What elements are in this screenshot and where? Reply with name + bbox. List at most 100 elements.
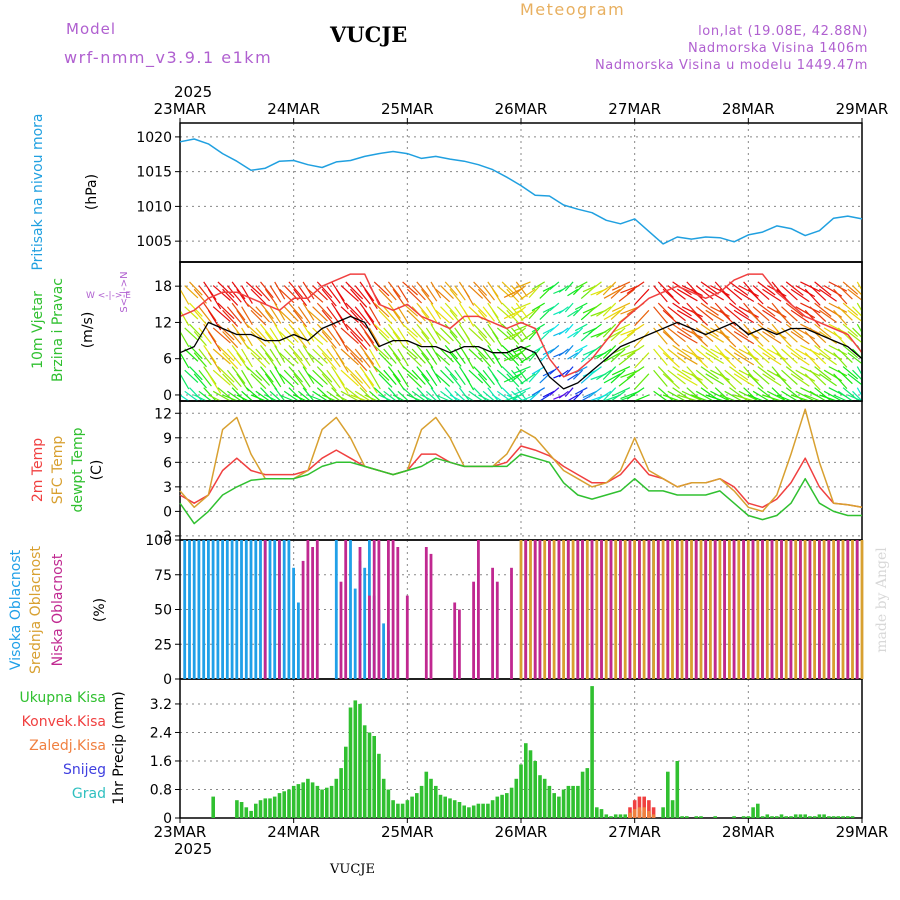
wind-barb <box>549 302 560 312</box>
cloud-bar-low <box>301 560 305 679</box>
wind-barb <box>611 366 631 376</box>
wind-barb <box>463 352 475 370</box>
wind-barb <box>274 366 286 385</box>
wind-barb <box>588 344 602 356</box>
wind-barb <box>691 352 709 369</box>
wind-barb <box>852 327 863 338</box>
wind-barb <box>542 327 555 335</box>
wind-barb <box>184 306 199 320</box>
cloud-bar-mid <box>822 540 826 679</box>
wind-barb <box>781 285 798 301</box>
wind-barb <box>279 373 295 388</box>
wind-barb <box>602 281 617 296</box>
precip-bar-total <box>254 803 258 818</box>
precip-bar-total <box>268 798 272 818</box>
wind-barb <box>364 309 378 331</box>
wind-barb <box>193 352 207 368</box>
wind-barb <box>611 323 631 334</box>
wind-barb <box>695 306 714 321</box>
wind-barb <box>336 394 349 402</box>
precip-bar-total <box>391 800 395 818</box>
wind-barb <box>572 348 584 359</box>
wind-barb <box>184 348 199 362</box>
wind-barb <box>435 373 451 387</box>
wind-barb <box>719 352 737 369</box>
wind-barb <box>340 285 359 302</box>
wind-barb <box>653 348 668 366</box>
wind-barb <box>368 306 381 326</box>
x-label-bottom: 28MAR <box>722 823 775 841</box>
precip-bar-total <box>400 803 405 818</box>
wind-barb <box>421 352 434 369</box>
wind-barb <box>231 366 246 384</box>
wind-barb <box>416 302 430 319</box>
temp-line <box>179 408 863 513</box>
wind-barb <box>558 327 569 336</box>
wind-barb <box>477 331 492 347</box>
wind-barb <box>383 285 397 301</box>
cloud-bar-low <box>538 540 542 679</box>
wind-barb <box>714 323 731 341</box>
wind-barb <box>241 306 253 326</box>
wind-barb <box>856 366 863 376</box>
cloud-bar-low <box>405 595 409 679</box>
wind-barb <box>819 309 837 323</box>
cloud-bar-low <box>491 567 494 679</box>
wind-barb <box>657 387 674 402</box>
precip-bar-total <box>666 771 670 818</box>
wind-barb <box>449 352 462 367</box>
wind-barb <box>564 345 574 355</box>
precip-bar-frz <box>647 810 651 818</box>
y-tick-label: 12 <box>154 315 172 331</box>
cloud-bar-mid <box>860 540 864 679</box>
precip-bar-total <box>296 784 301 818</box>
wind-barb <box>468 369 484 384</box>
wind-barb <box>686 302 703 320</box>
wind-barb <box>800 302 821 314</box>
wind-barb <box>618 352 636 366</box>
precip-bar-total <box>680 816 684 818</box>
cloud-bar-high <box>282 540 286 679</box>
wind-barb <box>283 369 299 386</box>
wind-barb <box>231 281 246 300</box>
wind-barb <box>492 352 503 369</box>
wind-barb <box>733 373 755 387</box>
precip-bar-total <box>467 807 471 818</box>
cloud-bar-mid <box>562 540 565 679</box>
cloud-bar-mid <box>529 540 532 679</box>
precip-bar-total <box>812 816 817 818</box>
precip-bar-total <box>405 800 410 818</box>
wind-barb <box>274 302 286 321</box>
wind-barb <box>602 302 617 317</box>
wind-barb <box>714 344 731 363</box>
precip-bar-total <box>396 803 400 818</box>
wind-barb <box>833 309 848 326</box>
wind-barb <box>800 344 821 356</box>
wind-barb <box>269 348 282 367</box>
wind-barb <box>729 281 749 296</box>
wind-barb <box>511 285 527 298</box>
meteogram-title: Meteogram <box>520 0 626 19</box>
wind-barb <box>785 281 804 296</box>
wind-barb <box>368 327 381 348</box>
precip-bar-total <box>306 778 310 818</box>
wind-barb <box>279 352 295 367</box>
wind-barb <box>528 285 541 299</box>
cloud-bar-low <box>458 609 461 679</box>
wind-barb <box>677 330 698 344</box>
wind-barb <box>222 373 239 391</box>
wind-barb <box>387 302 401 319</box>
cloud-bar-mid <box>737 540 741 679</box>
precip-bar-total <box>827 816 831 818</box>
wind-barb <box>316 281 333 299</box>
cloud-bar-low <box>306 540 310 679</box>
wind-barb <box>626 323 645 337</box>
wind-barb <box>747 352 764 368</box>
wind-barb <box>378 288 393 304</box>
precip-bar-total <box>372 736 376 818</box>
wind-barb <box>602 366 617 380</box>
precip-bar-total <box>500 794 504 818</box>
wind-barb <box>513 387 531 396</box>
y-tick-label: 1015 <box>136 165 172 181</box>
wind-barb <box>564 387 574 397</box>
